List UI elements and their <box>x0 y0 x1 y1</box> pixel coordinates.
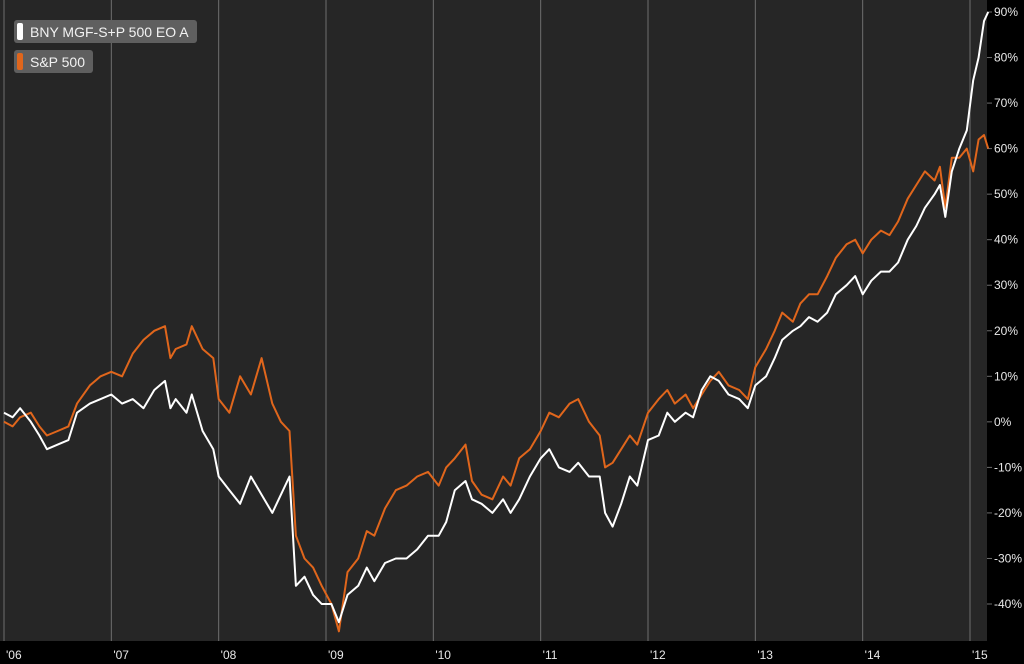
x-axis-ticks: '06 '07 '08 '09 '10 '11 '12 '13 '14 '15 <box>6 648 988 662</box>
x-tick-label: '12 <box>650 648 666 662</box>
legend-label-index: S&P 500 <box>30 53 86 70</box>
y-tick-label: 50% <box>994 187 1018 201</box>
x-tick-label: '11 <box>543 648 558 662</box>
y-tick-label: 10% <box>994 369 1018 383</box>
x-tick-label: '15 <box>972 648 988 662</box>
y-tick-label: -10% <box>994 460 1022 474</box>
fund-swatch <box>17 23 23 40</box>
x-tick-label: '08 <box>221 648 237 662</box>
y-tick-label: 80% <box>994 51 1018 65</box>
index-series-line <box>3 134 990 633</box>
x-tick-label: '10 <box>435 648 451 662</box>
x-tick-label: '13 <box>757 648 773 662</box>
y-tick-label: 30% <box>994 278 1018 292</box>
x-tick-label: '09 <box>328 648 344 662</box>
legend-item-index[interactable]: S&P 500 <box>14 50 94 73</box>
x-tick-label: '07 <box>113 648 129 662</box>
y-tick-label: 40% <box>994 233 1018 247</box>
y-tick-label: 70% <box>994 96 1018 110</box>
y-tick-label: -20% <box>994 506 1022 520</box>
grid-lines <box>3 0 971 641</box>
y-tick-label: 60% <box>994 142 1018 156</box>
y-tick-label: -40% <box>994 597 1022 611</box>
y-axis-ticks: 90% 80% 70% 60% 50% 40% 30% 20% 10% 0% -10% -20% -30… <box>987 5 1022 611</box>
x-tick-label: '14 <box>865 648 881 662</box>
x-tick-label: '06 <box>6 648 22 662</box>
legend-item-fund[interactable]: BNY MGF-S+P 500 EO A <box>14 20 197 43</box>
fund-series-line <box>3 11 990 624</box>
y-tick-label: -30% <box>994 551 1022 565</box>
index-swatch <box>17 53 23 70</box>
y-tick-label: 90% <box>994 5 1018 19</box>
plot-background <box>0 0 987 641</box>
y-tick-label: 20% <box>994 324 1018 338</box>
y-tick-label: 0% <box>994 415 1012 429</box>
legend-label-fund: BNY MGF-S+P 500 EO A <box>30 23 189 40</box>
series-lines <box>3 11 990 633</box>
